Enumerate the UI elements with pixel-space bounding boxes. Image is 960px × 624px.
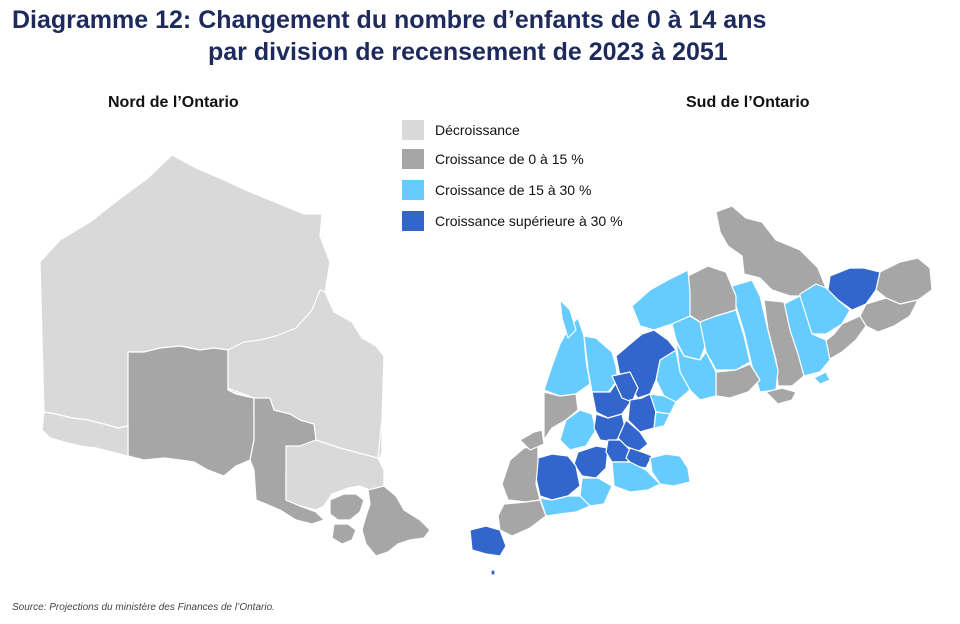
south-region-essex xyxy=(469,525,507,557)
south-region-prince-edward xyxy=(765,387,797,405)
legend-label-growth-0-15: Croissance de 0 à 15 % xyxy=(435,151,584,167)
south-region-stormont xyxy=(859,297,919,333)
south-region-dufferin xyxy=(611,371,639,403)
south-region-pelee xyxy=(490,569,496,576)
chart-title: Diagramme 12: Changement du nombre d’enf… xyxy=(12,4,952,68)
south-region-haldimand xyxy=(611,461,661,493)
legend-item-growth-over-30: Croissance supérieure à 30 % xyxy=(402,210,623,232)
south-region-chatham xyxy=(497,499,547,537)
south-region-durham xyxy=(655,349,691,403)
title-line-1: Diagramme 12: Changement du nombre d’enf… xyxy=(12,6,767,34)
legend-item-growth-15-30: Croissance de 15 à 30 % xyxy=(402,179,623,201)
legend-swatch-growth-over-30 xyxy=(402,211,424,231)
south-region-renfrew xyxy=(715,205,827,297)
south-region-pe-island xyxy=(813,371,831,385)
legend-swatch-decline xyxy=(402,120,424,140)
south-region-bruce-tip xyxy=(559,299,577,339)
south-ontario-map xyxy=(469,205,933,576)
south-region-elgin xyxy=(539,495,591,517)
south-region-lambton xyxy=(501,445,541,503)
legend-swatch-growth-15-30 xyxy=(402,180,424,200)
legend: Décroissance Croissance de 0 à 15 % Croi… xyxy=(402,119,623,241)
south-ontario-label: Sud de l’Ontario xyxy=(686,94,810,111)
south-region-niagara xyxy=(649,453,691,487)
legend-item-growth-0-15: Croissance de 0 à 15 % xyxy=(402,148,623,170)
south-region-parry-sound xyxy=(631,269,691,331)
north-ontario-map xyxy=(39,154,431,557)
south-region-york xyxy=(649,393,677,415)
legend-label-growth-15-30: Croissance de 15 à 30 % xyxy=(435,182,592,198)
south-region-middlesex xyxy=(535,453,581,501)
north-region-rainy-river xyxy=(41,411,129,457)
south-region-northumberland xyxy=(715,363,761,399)
south-region-oxford xyxy=(573,445,609,479)
north-ontario-label: Nord de l’Ontario xyxy=(108,94,239,111)
south-region-toronto xyxy=(653,411,671,429)
north-region-sudbury xyxy=(361,485,431,557)
legend-label-decline: Décroissance xyxy=(435,122,520,138)
north-region-manitoulin xyxy=(329,493,365,521)
south-region-prescott xyxy=(875,257,933,305)
south-region-perth xyxy=(559,409,597,451)
legend-swatch-growth-0-15 xyxy=(402,149,424,169)
south-region-leeds xyxy=(817,315,867,361)
source-note: Source: Projections du ministère des Fin… xyxy=(12,602,275,613)
north-region-nipissing xyxy=(331,523,357,545)
legend-item-decline: Décroissance xyxy=(402,119,623,141)
legend-label-growth-over-30: Croissance supérieure à 30 % xyxy=(435,213,623,229)
south-region-lambton-north xyxy=(519,429,545,451)
title-line-2: par division de recensement de 2023 à 20… xyxy=(208,38,728,66)
